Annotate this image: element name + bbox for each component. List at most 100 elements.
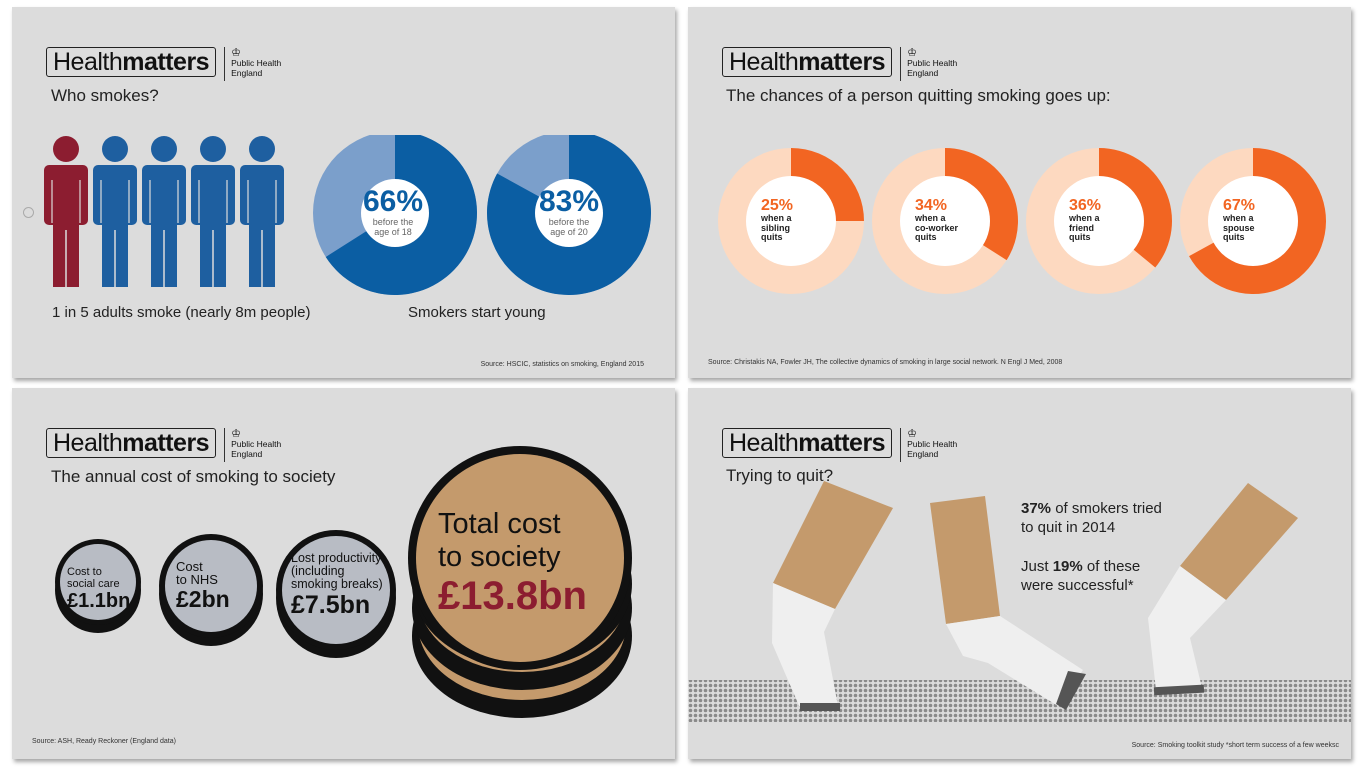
donut-note-18-line1: before the: [372, 217, 414, 227]
panel-title: The annual cost of smoking to society: [51, 467, 336, 486]
healthmatters-wordmark: Health matters: [46, 47, 217, 77]
donut-note-line3: quits: [1069, 232, 1091, 242]
coin-social-care: [55, 539, 141, 633]
brand-logo: Health matters ♔ Public Health England: [46, 47, 281, 81]
org-name-line1: Public Health: [231, 58, 282, 68]
donut-friend: [1026, 148, 1172, 294]
coin-nhs: [159, 534, 263, 646]
person-smoker-icon: [44, 136, 88, 287]
source-note: Source: HSCIC, statistics on smoking, En…: [480, 361, 644, 368]
crest-icon: ♔: [907, 47, 917, 59]
phe-logo: ♔ Public Health England: [900, 428, 957, 462]
donut-charts-age: [313, 135, 651, 295]
org-name-line2: England: [231, 448, 263, 459]
donut-hole: [1054, 176, 1144, 266]
stat-success-pct: 19%: [1052, 558, 1083, 575]
donut-hole: [535, 179, 603, 247]
person-nonsmoker-icon: [93, 136, 137, 287]
org-name-line1: Public Health: [907, 439, 958, 449]
donut-pct: 67%: [1223, 197, 1256, 214]
org-name-line2: England: [907, 448, 939, 459]
donut-pct-20: 83%: [538, 185, 600, 218]
donut-label-sibling: 25% when a sibling quits: [761, 197, 831, 243]
stat-tried: 37% of smokers tried to quit in 2014: [1021, 499, 1162, 537]
donut-note-line1: when a: [761, 213, 792, 223]
coin-productivity: [276, 530, 396, 658]
stat-tried-line2: to quit in 2014: [1021, 519, 1116, 536]
total-line2: to society: [438, 541, 561, 573]
coin-label-social-care: Cost to social care £1.1bn: [67, 566, 130, 612]
org-name-line1: Public Health: [231, 439, 282, 449]
coin-3-amount: £7.5bn: [291, 591, 371, 619]
donut-label-spouse: 67% when a spouse quits: [1223, 197, 1293, 243]
org-name-line2: England: [231, 67, 263, 78]
phe-logo: ♔ Public Health England: [900, 47, 957, 81]
donut-hole: [1208, 176, 1298, 266]
stat-success-pre: Just: [1021, 558, 1053, 575]
stat-success: Just 19% of these were successful*: [1021, 557, 1140, 595]
donut-note-line2: co-worker: [915, 222, 959, 233]
donut-note-line3: quits: [761, 232, 783, 242]
wordmark-health: Health: [729, 428, 799, 457]
donut-note-line1: when a: [915, 213, 946, 223]
wordmark-matters: matters: [122, 47, 210, 76]
crest-icon: ♔: [907, 428, 917, 440]
people-figures: [44, 136, 284, 287]
donut-pct: 34%: [915, 197, 948, 214]
donut-pct: 25%: [761, 197, 794, 214]
wordmark-matters: matters: [122, 428, 210, 457]
total-amount: £13.8bn: [438, 574, 587, 618]
crest-icon: ♔: [231, 428, 241, 440]
person-nonsmoker-icon: [191, 136, 235, 287]
panel-title: Trying to quit?: [726, 466, 834, 485]
healthmatters-wordmark: Health matters: [722, 428, 893, 458]
donut-spouse: [1180, 148, 1326, 294]
donut-coworker: [872, 148, 1018, 294]
cigarette-2: [930, 496, 1086, 710]
total-line1: Total cost: [438, 508, 561, 540]
brand-logo: Health matters ♔ Public Health England: [722, 47, 957, 81]
coin-2-line1: Cost: [176, 559, 203, 574]
donut-20: [487, 135, 651, 295]
source-note: Source: ASH, Ready Reckoner (England dat…: [32, 738, 176, 745]
coin-2-line2: to NHS: [176, 572, 218, 587]
cigarette-3: [1148, 483, 1298, 696]
donut-note-20-line2: age of 20: [550, 227, 588, 237]
phe-logo: ♔ Public Health England: [224, 47, 281, 81]
wordmark-matters: matters: [798, 47, 886, 76]
brand-logo: Health matters ♔ Public Health England: [46, 428, 282, 462]
panel-who-smokes: Health matters ♔ Public Health England Who …: [12, 7, 675, 378]
cigarettes-illustration: [688, 481, 1351, 722]
donut-note-line2: spouse: [1223, 222, 1255, 233]
person-nonsmoker-icon: [142, 136, 186, 287]
donut-hole: [361, 179, 429, 247]
coin-3-line1: Lost productivity: [291, 551, 382, 565]
panel-annual-cost: Health matters ♔ Public Health England The …: [12, 388, 675, 759]
coin-label-nhs: Cost to NHS £2bn: [176, 560, 230, 612]
donut-note-line1: when a: [1223, 213, 1254, 223]
donut-18: [313, 135, 477, 295]
donut-note-line2: sibling: [761, 222, 790, 233]
coin-1-line2: social care: [67, 578, 120, 590]
donut-label-coworker: 34% when a co-worker quits: [915, 197, 985, 243]
donut-note-line1: when a: [1069, 213, 1100, 223]
coin-label-total: Total cost to society £13.8bn: [438, 508, 587, 618]
donut-note-line3: quits: [1223, 232, 1245, 242]
donut-pct: 36%: [1069, 197, 1102, 214]
panel-trying-to-quit: Health matters ♔ Public Health England Tryi…: [688, 388, 1351, 759]
donut-label-18: 66% before the age of 18: [348, 187, 438, 238]
cigarette-1: [772, 481, 893, 711]
healthmatters-wordmark: Health matters: [722, 47, 893, 77]
young-caption: Smokers start young: [408, 304, 546, 321]
brand-logo: Health matters ♔ Public Health England: [722, 428, 957, 462]
coin-3-line2: (including: [291, 564, 345, 578]
ashtray-ground: [688, 680, 1351, 722]
panel-quitting-chances: Health matters ♔ Public Health England The …: [688, 7, 1351, 378]
source-note: Source: Smoking toolkit study *short ter…: [1131, 742, 1339, 749]
wordmark-matters: matters: [798, 428, 886, 457]
donut-charts-quit: [718, 148, 1326, 294]
donut-label-20: 83% before the age of 20: [524, 185, 614, 238]
stat-tried-pct: 37%: [1021, 500, 1052, 517]
stat-success-text: of these: [1082, 558, 1141, 575]
stat-success-line2: were successful*: [1021, 577, 1134, 594]
